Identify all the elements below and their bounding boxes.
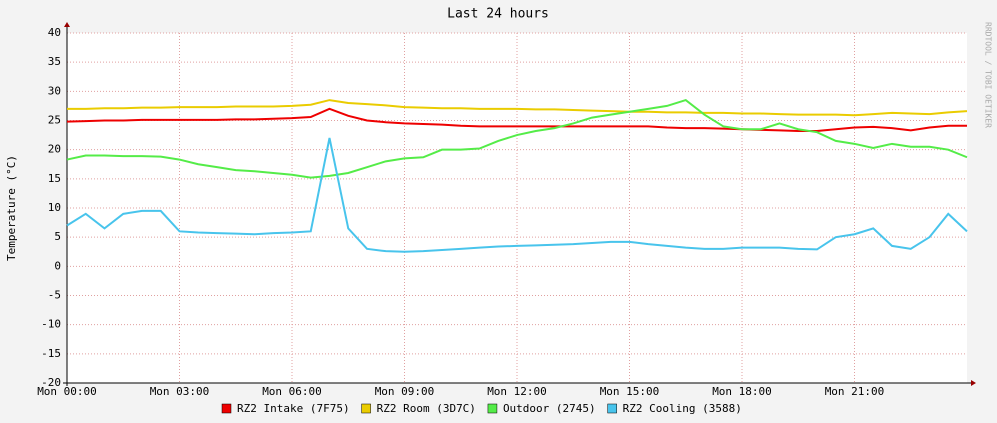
y-axis-label: Temperature (°C) [5, 155, 18, 261]
y-tick-label: -10 [41, 318, 61, 331]
watermark: RRDTOOL / TOBI OETIKER [984, 22, 993, 128]
y-tick-label: 10 [48, 201, 61, 214]
x-tick-label: Mon 06:00 [262, 385, 322, 398]
axis-arrow [971, 380, 976, 386]
y-tick-label: 25 [48, 114, 61, 127]
x-tick-label: Mon 00:00 [37, 385, 97, 398]
legend-label: RZ2 Intake (7F75) [237, 402, 350, 415]
chart-title: Last 24 hours [447, 7, 549, 22]
x-tick-label: Mon 12:00 [487, 385, 547, 398]
y-tick-label: 30 [48, 84, 61, 97]
y-tick-label: 15 [48, 172, 61, 185]
x-tick-label: Mon 15:00 [600, 385, 660, 398]
x-tick-label: Mon 09:00 [375, 385, 435, 398]
series-line [66, 98, 968, 179]
axis-arrow [64, 22, 70, 27]
x-tick-label: Mon 18:00 [712, 385, 772, 398]
series-line [67, 99, 968, 117]
y-tick-label: 35 [48, 55, 61, 68]
y-tick-label: 20 [48, 143, 61, 156]
y-tick-label: 0 [54, 259, 61, 272]
y-tick-label: 40 [48, 26, 61, 39]
legend-swatch [361, 403, 371, 414]
x-tick-label: Mon 03:00 [150, 385, 210, 398]
legend-swatch [607, 403, 617, 414]
x-tick-label: Mon 21:00 [825, 385, 885, 398]
series-line [66, 107, 967, 132]
y-tick-label: -5 [48, 289, 61, 302]
series-line [66, 137, 968, 253]
y-tick-label: -20 [41, 376, 61, 389]
legend-label: Outdoor (2745) [503, 402, 596, 415]
legend-label: RZ2 Cooling (3588) [623, 402, 742, 415]
y-tick-label: -15 [41, 347, 61, 360]
legend-swatch [487, 403, 498, 414]
legend-label: RZ2 Room (3D7C) [377, 402, 476, 415]
y-tick-label: 5 [54, 230, 61, 243]
legend-swatch [221, 403, 232, 414]
